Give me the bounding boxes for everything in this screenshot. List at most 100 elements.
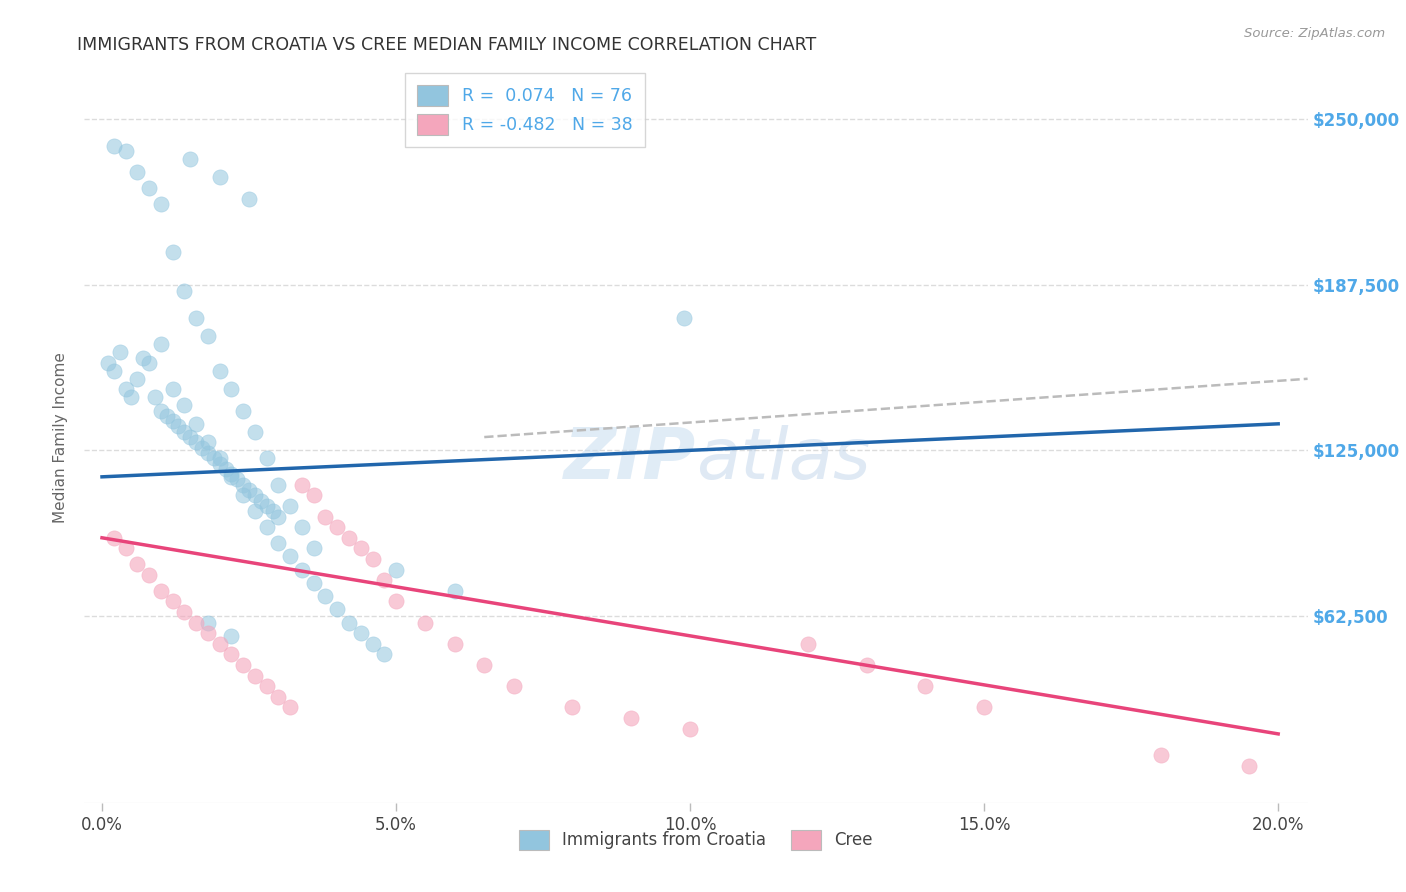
Point: [221, 383, 243, 397]
Point: [108, 345, 131, 359]
Point: [173, 285, 195, 299]
Point: [208, 364, 231, 378]
Point: [256, 499, 278, 513]
Point: [138, 181, 160, 195]
Point: [267, 509, 290, 524]
Point: [149, 583, 172, 598]
Point: [262, 504, 284, 518]
Point: [232, 488, 254, 502]
Text: IMMIGRANTS FROM CROATIA VS CREE MEDIAN FAMILY INCOME CORRELATION CHART: IMMIGRANTS FROM CROATIA VS CREE MEDIAN F…: [77, 36, 817, 54]
Point: [149, 337, 172, 351]
Point: [444, 583, 467, 598]
Point: [232, 403, 254, 417]
Point: [256, 679, 278, 693]
Point: [197, 446, 219, 460]
Point: [267, 477, 290, 491]
Point: [221, 467, 243, 482]
Point: [238, 192, 260, 206]
Point: [267, 536, 290, 550]
Point: [278, 549, 301, 564]
Point: [385, 563, 408, 577]
Point: [197, 626, 219, 640]
Point: [373, 648, 395, 662]
Point: [162, 594, 184, 608]
Point: [243, 488, 266, 502]
Point: [114, 541, 136, 556]
Point: [1237, 758, 1260, 772]
Point: [132, 351, 155, 365]
Point: [302, 575, 325, 590]
Point: [149, 403, 172, 417]
Point: [267, 690, 290, 704]
Point: [162, 244, 184, 259]
Point: [243, 668, 266, 682]
Point: [114, 383, 136, 397]
Point: [1149, 748, 1171, 763]
Text: Source: ZipAtlas.com: Source: ZipAtlas.com: [1244, 27, 1385, 40]
Point: [127, 372, 149, 386]
Point: [385, 594, 408, 608]
Point: [208, 637, 231, 651]
Point: [127, 165, 149, 179]
Point: [243, 425, 266, 439]
Point: [162, 414, 184, 428]
Point: [337, 531, 360, 545]
Point: [561, 700, 583, 714]
Point: [138, 567, 160, 582]
Point: [208, 451, 231, 466]
Point: [173, 425, 195, 439]
Point: [278, 700, 301, 714]
Point: [138, 356, 160, 370]
Point: [243, 504, 266, 518]
Legend: Immigrants from Croatia, Cree: Immigrants from Croatia, Cree: [512, 823, 880, 856]
Point: [179, 152, 201, 166]
Point: [120, 390, 142, 404]
Point: [302, 488, 325, 502]
Point: [314, 589, 336, 603]
Point: [232, 477, 254, 491]
Text: atlas: atlas: [696, 425, 870, 493]
Point: [149, 197, 172, 211]
Point: [350, 541, 373, 556]
Point: [221, 648, 243, 662]
Point: [444, 637, 467, 651]
Point: [184, 615, 207, 630]
Point: [197, 435, 219, 450]
Point: [238, 483, 260, 497]
Point: [208, 457, 231, 471]
Point: [173, 605, 195, 619]
Point: [97, 356, 120, 370]
Point: [914, 679, 936, 693]
Point: [208, 170, 231, 185]
Point: [326, 520, 349, 534]
Text: ZIP: ZIP: [564, 425, 696, 493]
Point: [256, 451, 278, 466]
Point: [673, 310, 696, 325]
Point: [679, 722, 702, 736]
Point: [249, 493, 271, 508]
Point: [350, 626, 373, 640]
Point: [337, 615, 360, 630]
Point: [472, 658, 495, 673]
Point: [173, 398, 195, 412]
Point: [855, 658, 877, 673]
Point: [314, 509, 336, 524]
Point: [103, 364, 125, 378]
Point: [103, 138, 125, 153]
Point: [167, 419, 190, 434]
Point: [202, 451, 225, 466]
Point: [197, 615, 219, 630]
Point: [361, 637, 384, 651]
Point: [221, 470, 243, 484]
Point: [291, 520, 314, 534]
Point: [184, 417, 207, 431]
Point: [214, 462, 236, 476]
Point: [415, 615, 437, 630]
Point: [232, 658, 254, 673]
Point: [143, 390, 166, 404]
Point: [191, 441, 214, 455]
Point: [103, 531, 125, 545]
Point: [796, 637, 818, 651]
Point: [197, 329, 219, 343]
Point: [156, 409, 179, 423]
